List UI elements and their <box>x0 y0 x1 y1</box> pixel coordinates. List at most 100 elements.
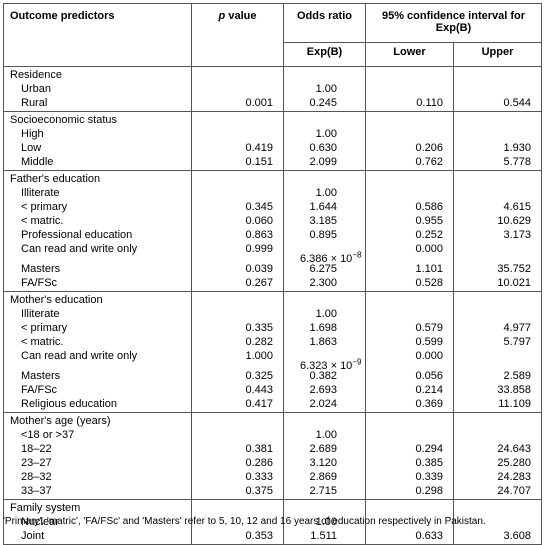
group-title: Family system <box>10 502 81 514</box>
row-label: <18 or >37 <box>21 429 75 441</box>
ci-lower <box>366 428 453 442</box>
ci-upper: 3.173 <box>503 229 532 241</box>
row-label: 28–32 <box>21 471 52 483</box>
label-cell: Father's education Illiterate < primary < m… <box>3 170 192 292</box>
row-label: 23–27 <box>21 457 52 469</box>
label-cell: Mother's education Illiterate < primary < m… <box>3 291 192 413</box>
ci-lower: 0.633 <box>415 530 443 542</box>
ci-upper: 3.608 <box>503 530 532 542</box>
ci-lower-cell: 0.579 0.599 0.000 0.056 0.214 0.369 <box>365 291 454 413</box>
header-cell: Odds ratio <box>283 3 366 43</box>
ci-upper: 4.977 <box>503 322 532 334</box>
ci-upper: 24.643 <box>497 443 532 455</box>
ci-upper <box>454 242 541 262</box>
label-cell: Residence Urban Rural <box>3 66 192 112</box>
p-value-cell: 0.419 0.151 <box>191 111 284 171</box>
ci-lower-cell: 0.110 <box>365 66 454 112</box>
row-label: Illiterate <box>21 187 60 199</box>
header-odds: Odds ratio <box>296 10 352 22</box>
odds-ratio: 1.863 <box>309 336 337 348</box>
results-table: Outcome predictors p value Odds ratio 95… <box>3 3 543 545</box>
ci-upper: 0.544 <box>503 97 532 109</box>
odds-ratio: 1.00 <box>315 187 337 199</box>
ci-lower <box>366 82 453 96</box>
ci-upper-cell: 4.615 10.629 3.173 35.752 10.021 <box>452 170 543 292</box>
ci-upper: 33.858 <box>497 384 532 396</box>
spacer <box>366 501 453 515</box>
p-value-cell: 0.001 <box>191 66 284 112</box>
ci-lower-cell: 0.294 0.385 0.339 0.298 <box>365 412 454 500</box>
odds-ratio: 2.689 <box>309 443 337 455</box>
label-cell: Socioeconomic status High Low Middle <box>3 111 192 171</box>
row-label: Can read and write only <box>21 350 138 362</box>
odds-ratio: 2.300 <box>309 277 337 289</box>
ci-upper-cell: 1.930 5.778 <box>452 111 543 171</box>
spacer <box>284 113 365 127</box>
ci-upper: 5.797 <box>503 336 532 348</box>
header-ci: 95% confidence interval for Exp(B) <box>381 10 526 34</box>
ci-lower: 0.000 <box>415 350 443 362</box>
odds-ratio: 0.382 <box>309 370 337 382</box>
spacer <box>366 172 453 186</box>
row-label: FA/FSc <box>21 384 58 396</box>
p-value-cell: 0.381 0.286 0.333 0.375 <box>191 412 284 500</box>
row-label: Low <box>21 142 42 154</box>
ci-upper <box>454 307 541 321</box>
ci-lower: 1.101 <box>415 263 443 275</box>
odds-ratio: 1.644 <box>309 201 337 213</box>
ci-lower: 0.110 <box>416 97 443 109</box>
odds-ratio: 1.511 <box>310 530 337 542</box>
p-value: 0.286 <box>245 457 273 469</box>
odds-ratio: 6.275 <box>309 263 337 275</box>
odds-ratio: 1.00 <box>315 429 337 441</box>
p-value <box>192 428 283 442</box>
group-title: Mother's education <box>10 294 103 306</box>
p-value: 0.001 <box>245 97 273 109</box>
spacer <box>366 293 453 307</box>
p-value: 0.267 <box>245 277 273 289</box>
p-value: 0.353 <box>245 530 273 542</box>
ci-lower: 0.298 <box>415 485 443 497</box>
ci-lower <box>366 186 453 200</box>
ci-upper-cell: 4.977 5.797 2.589 33.858 11.109 <box>452 291 543 413</box>
ci-upper <box>454 428 541 442</box>
header-p-symbol: p <box>218 10 226 22</box>
spacer <box>454 414 541 428</box>
p-value: 0.381 <box>245 443 273 455</box>
odds-ratio: 0.895 <box>309 229 337 241</box>
row-label: < primary <box>21 322 68 334</box>
p-value: 0.151 <box>245 156 273 168</box>
header-upper: Upper <box>481 46 514 58</box>
ci-upper: 25.280 <box>497 457 532 469</box>
ci-lower <box>366 307 453 321</box>
p-value: 0.345 <box>245 201 273 213</box>
odds-ratio-cell: 1.00 2.689 3.120 2.869 2.715 <box>283 412 366 500</box>
ci-lower: 0.056 <box>415 370 443 382</box>
ci-upper: 2.589 <box>503 370 532 382</box>
odds-ratio: 2.715 <box>309 485 337 497</box>
row-label: Professional education <box>21 229 133 241</box>
p-value: 0.375 <box>245 485 273 497</box>
ci-upper <box>454 127 541 141</box>
p-value: 0.282 <box>245 336 273 348</box>
odds-ratio: 2.099 <box>309 156 337 168</box>
odds-ratio: 1.00 <box>315 83 337 95</box>
spacer <box>454 68 541 82</box>
header-cell: Upper <box>452 42 543 67</box>
p-value: 0.999 <box>245 243 273 255</box>
spacer <box>454 172 541 186</box>
ci-lower: 0.294 <box>415 443 443 455</box>
ci-upper: 4.615 <box>503 201 532 213</box>
spacer <box>192 68 283 82</box>
p-value: 0.039 <box>245 263 273 275</box>
group-title: Father's education <box>10 173 101 185</box>
row-label: Nuclear <box>21 516 59 528</box>
spacer <box>284 172 365 186</box>
header-cell: p value <box>191 3 284 67</box>
p-value: 0.333 <box>245 471 273 483</box>
group-title: Residence <box>10 69 62 81</box>
ci-upper <box>454 349 541 369</box>
odds-ratio: 1.00 <box>315 128 337 140</box>
p-value <box>192 307 283 321</box>
row-label: Can read and write only <box>21 243 138 255</box>
